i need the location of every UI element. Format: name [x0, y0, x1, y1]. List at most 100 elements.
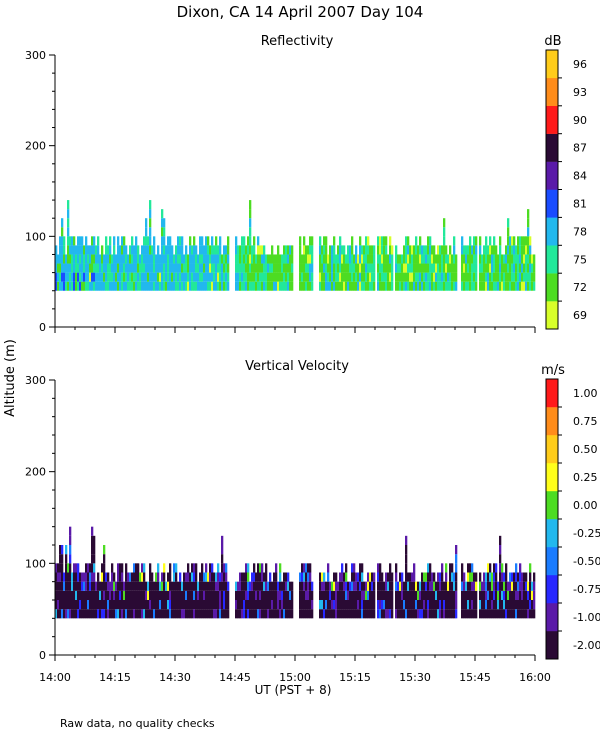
echo-cell [443, 227, 446, 237]
echo-cell [339, 590, 342, 600]
colorbar-label: 0.00 [573, 499, 598, 512]
echo-cell [243, 236, 246, 246]
echo-cell [141, 600, 144, 610]
echo-cell [65, 590, 68, 600]
echo-cell [523, 272, 526, 282]
colorbar-swatch [546, 217, 558, 246]
echo-cell [299, 272, 302, 282]
echo-cell [113, 590, 116, 600]
echo-cell [397, 272, 400, 282]
echo-cell [383, 254, 386, 264]
echo-cell [59, 272, 62, 282]
echo-cell [455, 609, 458, 619]
echo-cell [213, 609, 216, 619]
echo-cell [503, 254, 506, 264]
echo-cell [503, 590, 506, 600]
echo-cell [247, 254, 250, 264]
echo-cell [309, 254, 312, 264]
echo-cell [193, 281, 196, 291]
echo-cell [111, 581, 114, 591]
echo-cell [495, 590, 498, 600]
echo-cell [225, 609, 228, 619]
echo-cell [267, 272, 270, 282]
echo-cell [99, 590, 102, 600]
echo-cell [505, 263, 508, 273]
echo-cell [65, 545, 68, 555]
echo-cell [251, 590, 254, 600]
echo-cell [441, 572, 444, 582]
echo-cell [521, 254, 524, 264]
echo-cell [527, 581, 530, 591]
echo-cell [419, 600, 422, 610]
echo-cell [323, 272, 326, 282]
echo-cell [509, 236, 512, 246]
echo-cell [521, 590, 524, 600]
echo-cell [193, 263, 196, 273]
echo-cell [491, 245, 494, 255]
echo-cell [527, 272, 530, 282]
echo-cell [377, 563, 380, 573]
echo-cell [431, 581, 434, 591]
echo-cell [185, 600, 188, 610]
echo-cell [311, 600, 314, 610]
colorbar-label: 0.75 [573, 415, 598, 428]
echo-cell [439, 609, 442, 619]
echo-cell [369, 263, 372, 273]
echo-cell [123, 600, 126, 610]
echo-cell [491, 581, 494, 591]
echo-cell [485, 581, 488, 591]
echo-cell [455, 563, 458, 573]
echo-cell [81, 281, 84, 291]
echo-cell [523, 590, 526, 600]
echo-cell [219, 281, 222, 291]
echo-cell [415, 600, 418, 610]
echo-cell [205, 590, 208, 600]
echo-cell [183, 572, 186, 582]
echo-cell [115, 581, 118, 591]
echo-cell [197, 272, 200, 282]
echo-cell [333, 272, 336, 282]
echo-cell [271, 263, 274, 273]
echo-cell [177, 245, 180, 255]
echo-cell [115, 254, 118, 264]
echo-cell [425, 272, 428, 282]
echo-cell [241, 590, 244, 600]
echo-cell [193, 609, 196, 619]
echo-cell [523, 581, 526, 591]
echo-cell [273, 572, 276, 582]
echo-cell [117, 272, 120, 282]
echo-cell [149, 245, 152, 255]
echo-cell [389, 590, 392, 600]
echo-cell [351, 600, 354, 610]
echo-cell [475, 236, 478, 246]
echo-cell [211, 600, 214, 610]
echo-cell [149, 272, 152, 282]
echo-cell [131, 236, 134, 246]
echo-cell [139, 272, 142, 282]
echo-cell [465, 281, 468, 291]
echo-cell [149, 281, 152, 291]
echo-cell [133, 572, 136, 582]
echo-cell [323, 254, 326, 264]
echo-cell [133, 609, 136, 619]
echo-cell [97, 245, 100, 255]
echo-cell [245, 572, 248, 582]
echo-cell [301, 254, 304, 264]
echo-cell [333, 590, 336, 600]
echo-cell [453, 254, 456, 264]
echo-cell [481, 272, 484, 282]
echo-cell [137, 263, 140, 273]
echo-cell [421, 600, 424, 610]
echo-cell [363, 263, 366, 273]
echo-cell [413, 254, 416, 264]
echo-cell [175, 254, 178, 264]
echo-cell [417, 263, 420, 273]
echo-cell [411, 572, 414, 582]
echo-cell [265, 272, 268, 282]
echo-cell [203, 272, 206, 282]
echo-cell [275, 600, 278, 610]
echo-cell [455, 545, 458, 555]
echo-cell [147, 245, 150, 255]
echo-cell [215, 600, 218, 610]
echo-cell [299, 245, 302, 255]
